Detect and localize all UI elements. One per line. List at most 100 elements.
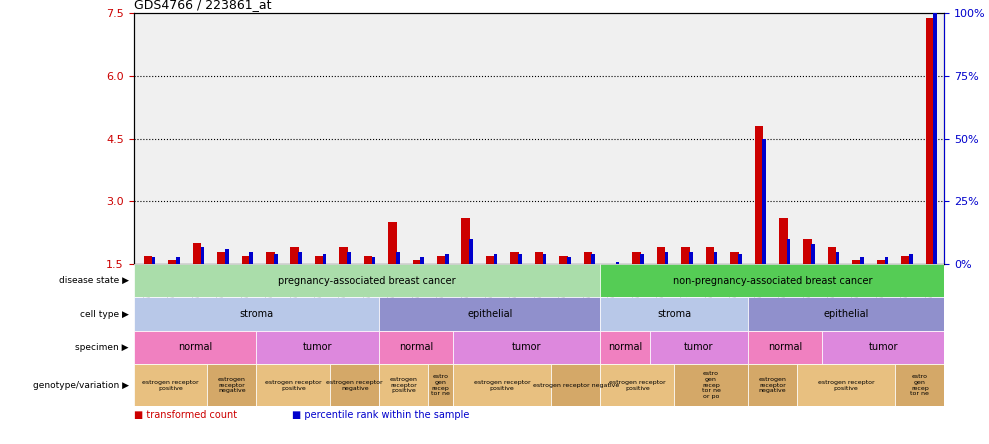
Text: stroma: stroma [657, 309, 691, 319]
Bar [551, 364, 600, 406]
Bar [266, 252, 275, 264]
Bar [134, 264, 600, 297]
Bar [600, 364, 674, 406]
Bar [584, 252, 592, 264]
Bar [462, 218, 470, 264]
Bar [787, 239, 790, 264]
Bar [379, 331, 453, 364]
Bar [510, 252, 519, 264]
Bar [396, 252, 400, 264]
Bar [713, 252, 717, 264]
Bar [748, 297, 944, 331]
Text: estrogen
receptor
negative: estrogen receptor negative [759, 377, 786, 393]
Bar [738, 254, 742, 264]
Text: estrogen receptor
negative: estrogen receptor negative [326, 380, 383, 391]
Bar [748, 364, 797, 406]
Bar [600, 264, 944, 297]
Bar [657, 247, 666, 264]
Bar [779, 218, 787, 264]
Text: normal: normal [608, 342, 642, 353]
Bar [445, 254, 448, 264]
Bar [339, 247, 348, 264]
Bar [168, 260, 177, 264]
Bar [428, 364, 453, 406]
Text: estro
gen
recep
tor ne: estro gen recep tor ne [431, 374, 450, 396]
Text: estrogen receptor
positive: estrogen receptor positive [474, 380, 530, 391]
Text: normal: normal [767, 342, 802, 353]
Bar [895, 364, 944, 406]
Bar [322, 254, 326, 264]
Bar [567, 257, 571, 264]
Bar [665, 252, 669, 264]
Text: estrogen
receptor
negative: estrogen receptor negative [218, 377, 245, 393]
Text: ■ transformed count: ■ transformed count [134, 410, 236, 420]
Bar [315, 256, 323, 264]
Bar [591, 254, 595, 264]
Bar [822, 331, 944, 364]
Bar [372, 257, 375, 264]
Bar [632, 252, 641, 264]
Bar [689, 252, 692, 264]
Bar [134, 297, 379, 331]
Bar [884, 257, 888, 264]
Bar [379, 297, 600, 331]
Bar [364, 256, 372, 264]
Text: estrogen receptor
positive: estrogen receptor positive [265, 380, 321, 391]
Bar [208, 364, 256, 406]
Text: tumor: tumor [684, 342, 713, 353]
Text: estrogen receptor
positive: estrogen receptor positive [142, 380, 199, 391]
Bar [347, 252, 351, 264]
Text: ■ percentile rank within the sample: ■ percentile rank within the sample [292, 410, 469, 420]
Bar [748, 331, 822, 364]
Bar [803, 239, 812, 264]
Bar [420, 257, 424, 264]
Text: epithelial: epithelial [824, 309, 869, 319]
Bar [674, 364, 748, 406]
Bar [225, 249, 228, 264]
Text: stroma: stroma [239, 309, 273, 319]
Bar [876, 260, 885, 264]
Bar [828, 247, 837, 264]
Text: tumor: tumor [512, 342, 541, 353]
Bar [412, 260, 421, 264]
Bar [453, 331, 600, 364]
Bar [330, 364, 379, 406]
Text: non-pregnancy-associated breast cancer: non-pregnancy-associated breast cancer [673, 276, 872, 286]
Bar [218, 252, 225, 264]
Text: estrogen receptor
positive: estrogen receptor positive [609, 380, 666, 391]
Text: specimen ▶: specimen ▶ [75, 343, 129, 352]
Text: estrogen
receptor
positive: estrogen receptor positive [390, 377, 417, 393]
Bar [494, 254, 497, 264]
Bar [755, 126, 764, 264]
Text: tumor: tumor [868, 342, 898, 353]
Bar [763, 139, 766, 264]
Text: tumor: tumor [303, 342, 332, 353]
Text: genotype/variation ▶: genotype/variation ▶ [33, 381, 129, 390]
Bar [291, 247, 299, 264]
Text: disease state ▶: disease state ▶ [58, 276, 129, 285]
Bar [274, 254, 278, 264]
Bar [176, 257, 180, 264]
Bar [437, 256, 446, 264]
Bar [256, 331, 379, 364]
Bar [379, 364, 428, 406]
Bar [860, 257, 863, 264]
Bar [730, 252, 739, 264]
Bar [901, 256, 910, 264]
Bar [853, 260, 860, 264]
Bar [797, 364, 895, 406]
Text: normal: normal [399, 342, 433, 353]
Bar [143, 256, 152, 264]
Text: estro
gen
recep
tor ne: estro gen recep tor ne [911, 374, 930, 396]
Bar [535, 252, 543, 264]
Bar [909, 254, 913, 264]
Bar [201, 246, 205, 264]
Text: pregnancy-associated breast cancer: pregnancy-associated breast cancer [278, 276, 456, 286]
Bar [453, 364, 551, 406]
Bar [811, 244, 815, 264]
Bar [388, 222, 397, 264]
Bar [836, 252, 840, 264]
Bar [134, 331, 256, 364]
Bar [600, 297, 748, 331]
Bar [256, 364, 330, 406]
